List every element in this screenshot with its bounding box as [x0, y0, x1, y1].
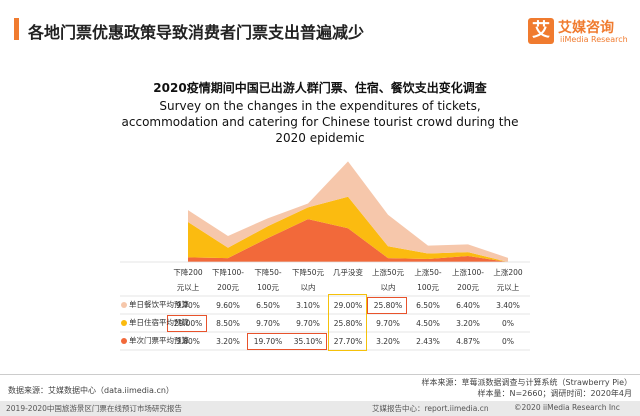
table-cell: 29.00% [333, 300, 363, 310]
highlight-box [328, 294, 367, 351]
column-header: 上涨100-200元 [451, 268, 485, 292]
area [188, 161, 508, 262]
table-cell: 0% [502, 318, 514, 328]
table-cell: 3.40% [496, 300, 520, 310]
legend-dot [121, 338, 127, 344]
highlight-box [247, 333, 327, 350]
table-cell: 8.50% [216, 318, 240, 328]
table-cell: 3.10% [296, 300, 320, 310]
table-cell: 35.10% [293, 336, 323, 346]
table-cell: 3.20% [456, 318, 480, 328]
table-cell: 0% [502, 336, 514, 346]
report-name: 2019-2020中国旅游景区门票在线预订市场研究报告 [6, 404, 182, 413]
column-header: 几乎没变 [333, 268, 363, 277]
table-cell: 4.87% [456, 336, 480, 346]
area [188, 219, 508, 262]
table-cell: 9.70% [376, 318, 400, 328]
table-cell: 25.80% [373, 300, 403, 310]
table-cell: 9.60% [216, 300, 240, 310]
logo-mark: 艾 [528, 18, 554, 44]
page-title: 各地门票优惠政策导致消费者门票支出普遍减少 [28, 23, 365, 42]
table-cell: 3.20% [216, 336, 240, 346]
copyright: ©2020 iiMedia Research Inc [514, 403, 620, 412]
chart-title: 2020疫情期间中国已出游人群门票、住宿、餐饮支出变化调查 [153, 81, 487, 95]
sample-size: 样本量：N=2660；调研时间：2020年4月 [477, 389, 633, 398]
divider [0, 374, 640, 375]
legend-dot [121, 320, 127, 326]
column-header: 上涨50-100元 [414, 268, 442, 292]
table-cell: 27.70% [333, 336, 363, 346]
table-cell: 3.20% [376, 336, 400, 346]
table-cell: 9.70% [256, 318, 280, 328]
area [188, 196, 508, 262]
row-label: 单日餐饮平均预算 [129, 300, 189, 309]
bottom-bar [0, 401, 640, 416]
column-header: 下降50-100元 [254, 268, 282, 292]
logo-name: 艾媒咨询 [558, 20, 614, 36]
column-header: 上涨50元以内 [371, 268, 405, 292]
table-cell: 19.70% [253, 336, 283, 346]
source: 数据来源：艾媒数据中心（data.iimedia.cn） [8, 386, 174, 395]
table-cell: 9.70% [296, 318, 320, 328]
table-cell: 6.50% [256, 300, 280, 310]
chart-subtitle: Survey on the changes in the expenditure… [121, 99, 519, 145]
row-label: 单日住宿平均预算 [129, 318, 189, 327]
table-cell: 2.43% [416, 336, 440, 346]
title-bar [14, 18, 19, 40]
column-header: 下降200元以上 [173, 268, 203, 292]
table-cell: 25.80% [333, 318, 363, 328]
legend-dot [121, 302, 127, 308]
highlight-box [167, 315, 207, 332]
sample-source: 样本来源：草莓派数据调查与计算系统（Strawberry Pie） [421, 378, 632, 387]
highlight-box [367, 297, 407, 314]
logo-sub: iiMedia Research [560, 35, 628, 44]
column-header: 下降100-200元 [211, 268, 245, 292]
table-cell: 3.80% [176, 336, 200, 346]
table-cell: 6.40% [456, 300, 480, 310]
column-header: 下降50元以内 [291, 268, 325, 292]
table-cell: 4.50% [416, 318, 440, 328]
column-header: 上涨200元以上 [493, 268, 523, 292]
row-label: 单次门票平均预算 [129, 336, 189, 345]
report-site: 艾媒报告中心：report.iimedia.cn [372, 404, 489, 413]
table-cell: 9.70% [176, 300, 200, 310]
table-cell: 29.00% [173, 318, 203, 328]
table-cell: 6.50% [416, 300, 440, 310]
